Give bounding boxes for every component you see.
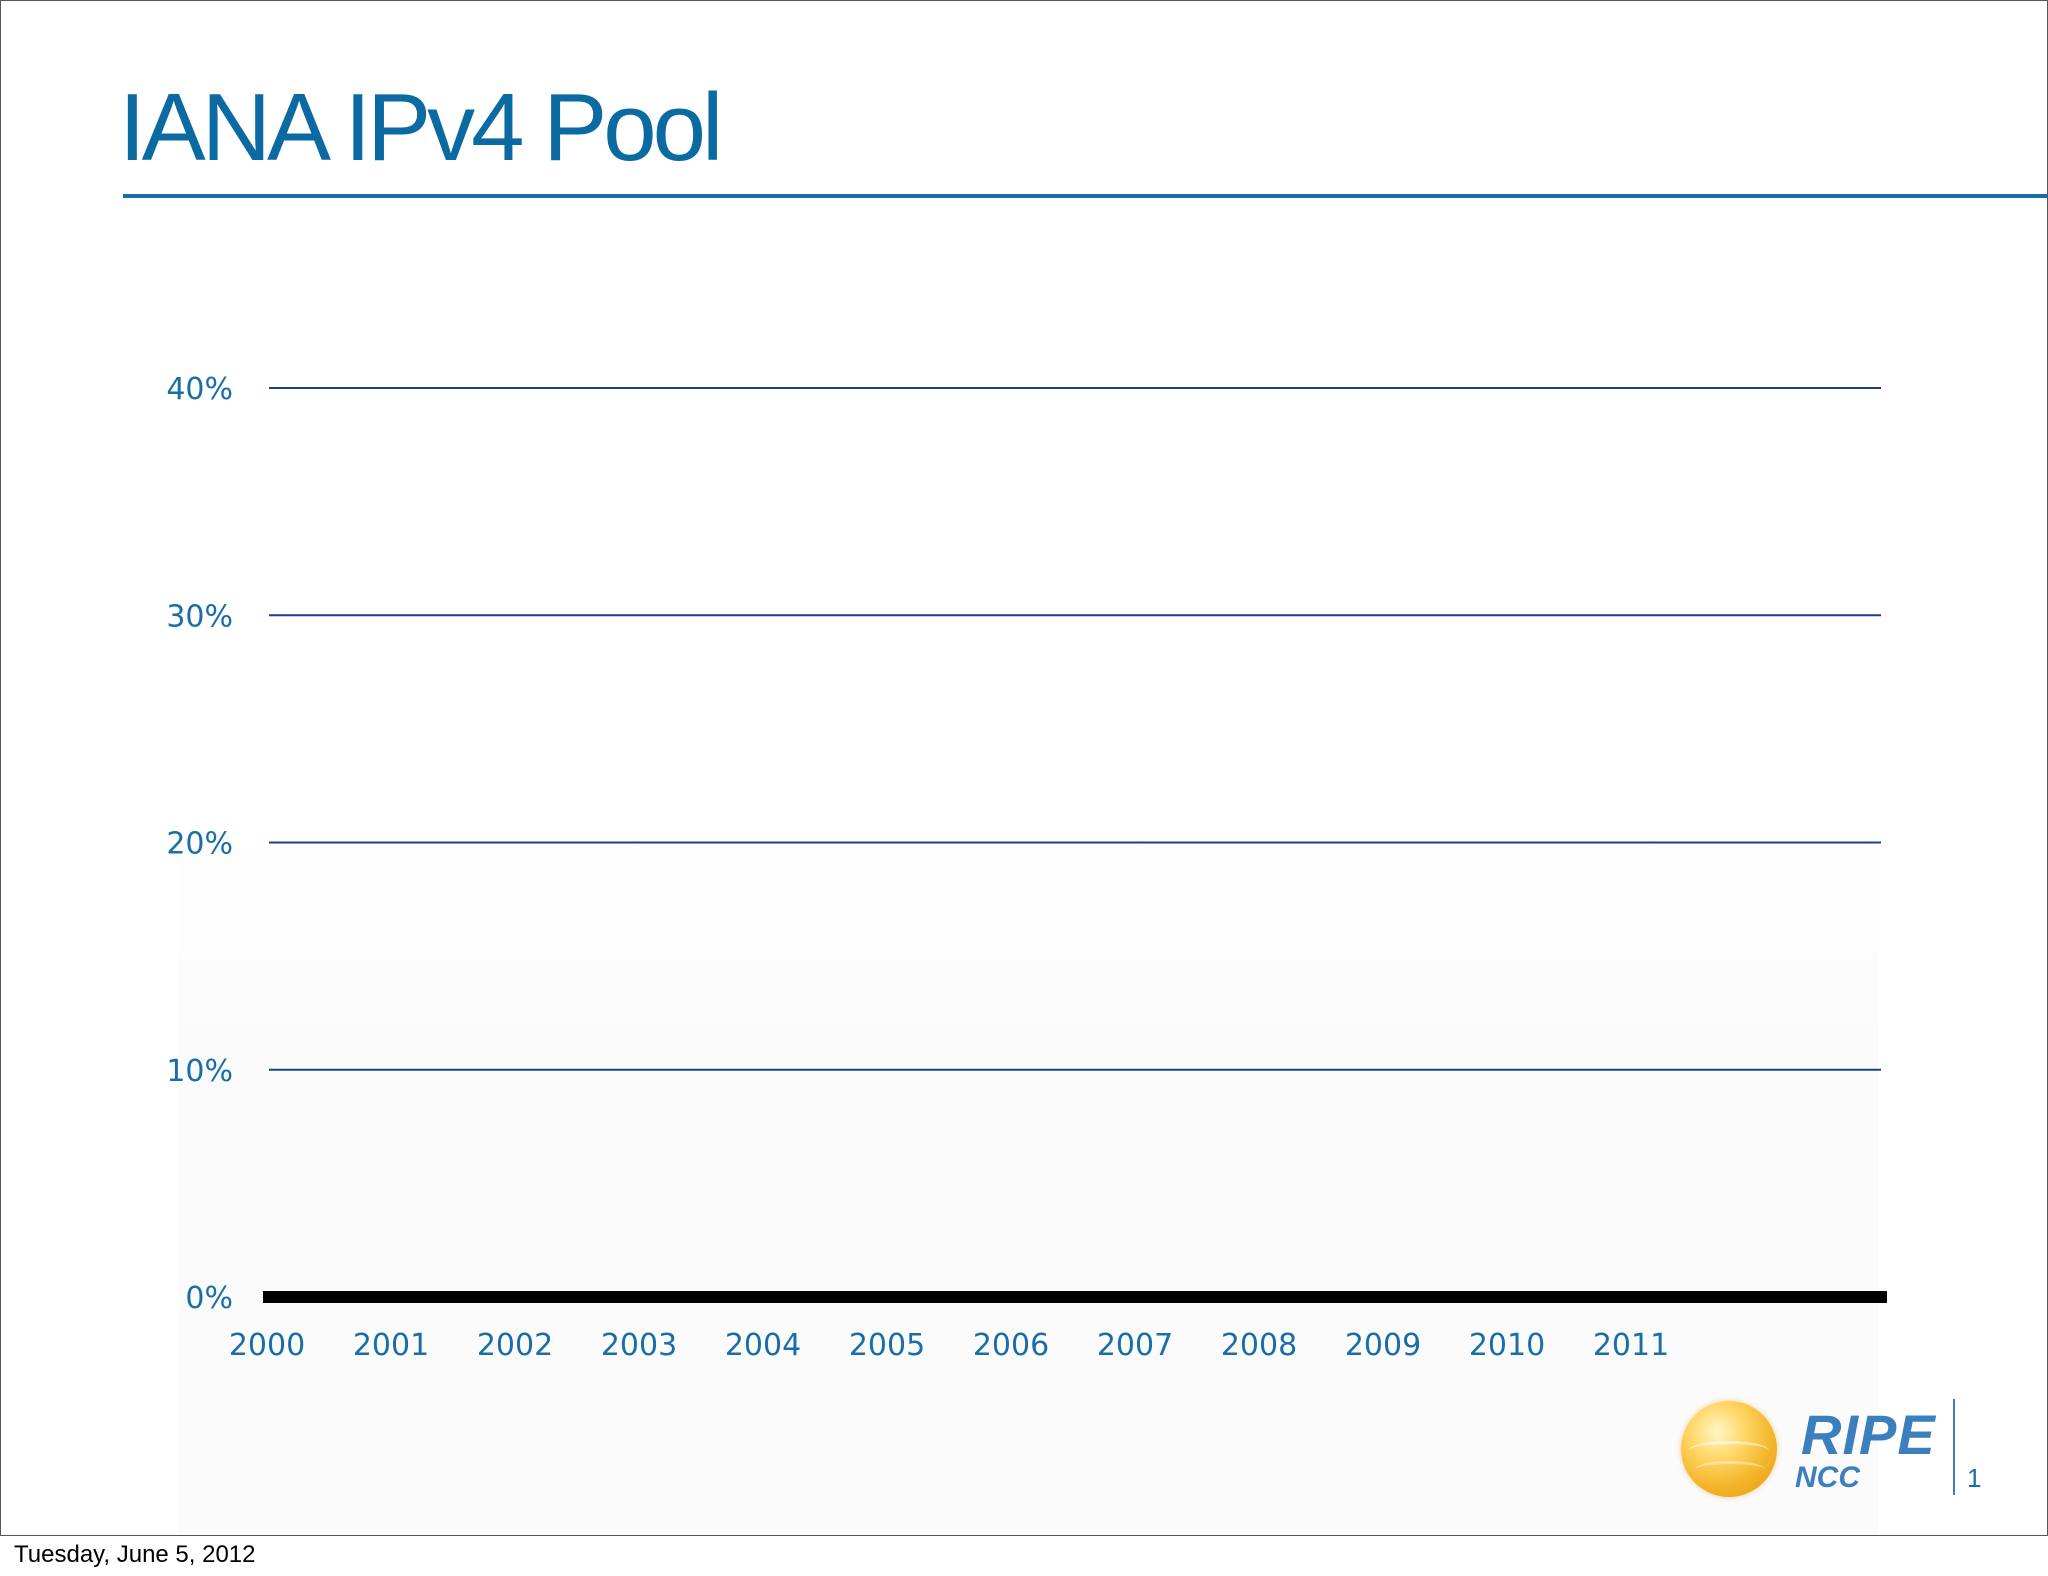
x-tick-label: 2000	[229, 1328, 305, 1363]
x-tick-label: 2005	[849, 1328, 925, 1363]
x-tick-label: 2001	[353, 1328, 429, 1363]
title-rule	[123, 194, 2047, 198]
chart: 0% 10% 20% 30% 40% 2000 2001 2002 2003 2004 2005 20…	[166, 372, 1887, 1363]
chart-background	[179, 831, 1879, 1535]
y-tick-label: 40%	[166, 372, 233, 407]
logo-divider	[1953, 1399, 1955, 1495]
slide-title: IANA IPv4 Pool	[119, 74, 723, 181]
x-tick-label: 2006	[973, 1328, 1049, 1363]
logo-wordmark: RIPE	[1801, 1403, 1936, 1466]
x-tick-label: 2003	[601, 1328, 677, 1363]
y-tick-label: 20%	[166, 827, 233, 862]
x-tick-label: 2009	[1345, 1328, 1421, 1363]
x-tick-label: 2002	[477, 1328, 553, 1363]
y-tick-label: 30%	[166, 599, 233, 634]
x-tick-label: 2004	[725, 1328, 801, 1363]
slide-number: 1	[1967, 1463, 1982, 1493]
globe-icon	[1681, 1401, 1777, 1497]
x-tick-label: 2007	[1097, 1328, 1173, 1363]
x-tick-label: 2011	[1593, 1328, 1669, 1363]
y-tick-label: 0%	[185, 1281, 233, 1316]
logo-subtitle: NCC	[1795, 1461, 1860, 1494]
x-tick-label: 2008	[1221, 1328, 1297, 1363]
y-tick-label: 10%	[166, 1054, 233, 1089]
x-tick-label: 2010	[1469, 1328, 1545, 1363]
slide: IANA IPv4 Pool 0% 10% 20% 30% 40% 2000 2001 200…	[0, 0, 2048, 1536]
footer-date: Tuesday, June 5, 2012	[14, 1541, 256, 1568]
ripe-ncc-logo: RIPE NCC	[1677, 1397, 1977, 1507]
